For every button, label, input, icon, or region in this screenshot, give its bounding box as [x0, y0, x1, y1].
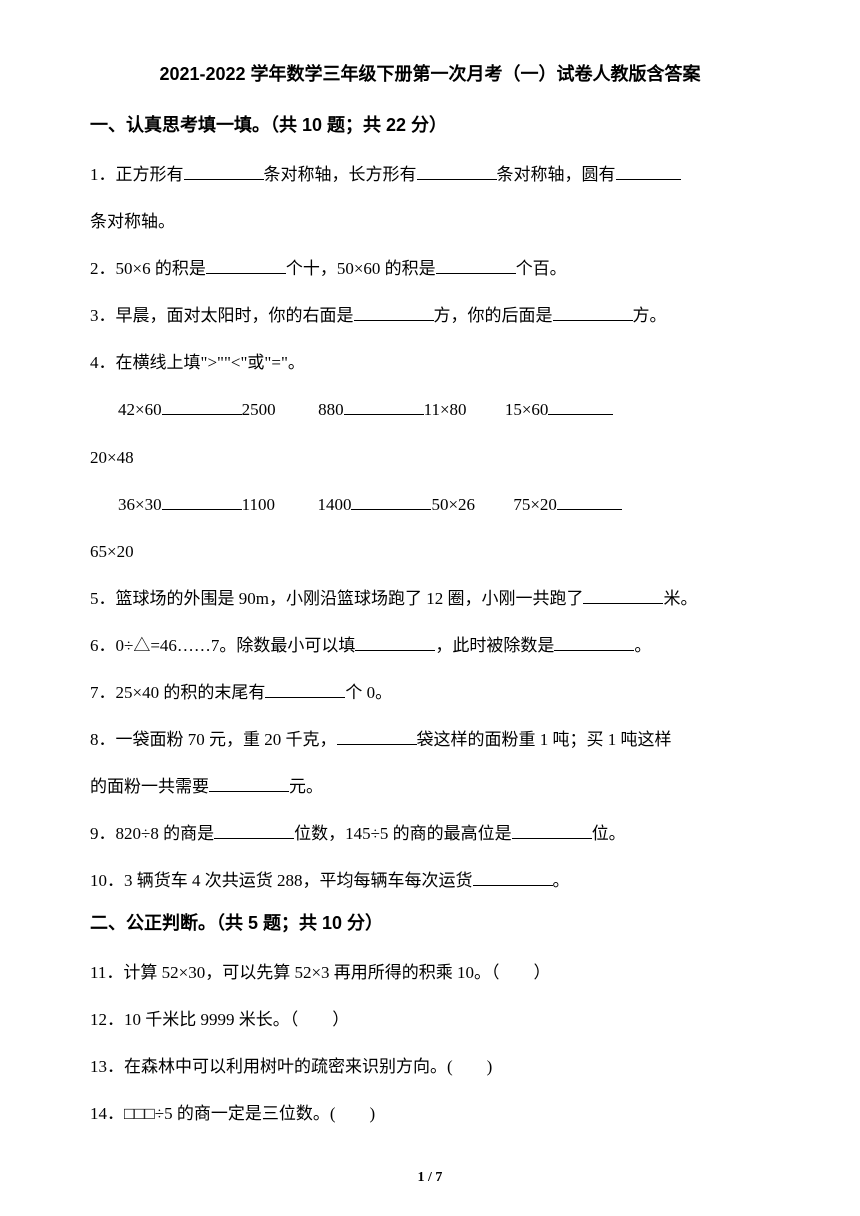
blank	[512, 822, 592, 839]
blank	[417, 163, 497, 180]
q8-text-1: 8．一袋面粉 70 元，重 20 千克，	[90, 730, 337, 749]
q4-r3-c: 1400	[317, 495, 351, 514]
q2-text-2: 个十，50×60 的积是	[286, 259, 436, 278]
question-6: 6．0÷△=46……7。除数最小可以填 ，此时被除数是 。	[90, 626, 770, 665]
q1-text-4: 条对称轴。	[90, 212, 175, 231]
q1-text-1: 1．正方形有	[90, 165, 184, 184]
q8-text-2: 袋这样的面粉重 1 吨；买 1 吨这样	[417, 730, 672, 749]
question-4-header: 4．在横线上填">""<"或"="。	[90, 343, 770, 382]
blank	[206, 257, 286, 274]
q3-text-2: 方，你的后面是	[434, 306, 553, 325]
blank	[162, 493, 242, 510]
question-9: 9．820÷8 的商是 位数，145÷5 的商的最高位是 位。	[90, 814, 770, 853]
q4-r1-d: 11×80	[424, 400, 467, 419]
q6-text-2: ，此时被除数是	[435, 636, 554, 655]
section-2-header: 二、公正判断。（共 5 题；共 10 分）	[90, 909, 770, 935]
blank	[265, 681, 345, 698]
q5-text-2: 米。	[663, 589, 697, 608]
blank	[162, 398, 242, 415]
q10-text-2: 。	[553, 871, 570, 890]
q4-r3-e: 75×20	[513, 495, 557, 514]
q4-r1-e: 15×60	[505, 400, 549, 419]
question-8: 8．一袋面粉 70 元，重 20 千克， 袋这样的面粉重 1 吨；买 1 吨这样	[90, 720, 770, 759]
q4-r3-b: 1100	[242, 495, 275, 514]
q9-text-2: 位数，145÷5 的商的最高位是	[294, 824, 512, 843]
q4-r3-d: 50×26	[431, 495, 475, 514]
exam-title: 2021-2022 学年数学三年级下册第一次月考（一）试卷人教版含答案	[90, 60, 770, 86]
question-11: 11．计算 52×30，可以先算 52×3 再用所得的积乘 10。（ ）	[90, 953, 770, 992]
blank	[351, 493, 431, 510]
q2-text-1: 2．50×6 的积是	[90, 259, 206, 278]
q6-text-1: 6．0÷△=46……7。除数最小可以填	[90, 636, 355, 655]
question-1: 1．正方形有 条对称轴，长方形有 条对称轴，圆有	[90, 155, 770, 194]
blank	[473, 869, 553, 886]
q4-r1-b: 2500	[242, 400, 276, 419]
blank	[554, 634, 634, 651]
q3-text-3: 方。	[633, 306, 667, 325]
blank	[548, 398, 613, 415]
blank	[583, 587, 663, 604]
blank	[557, 493, 622, 510]
question-3: 3．早晨，面对太阳时，你的右面是 方，你的后面是 方。	[90, 296, 770, 335]
question-7: 7．25×40 的积的末尾有 个 0。	[90, 673, 770, 712]
blank	[553, 304, 633, 321]
question-5: 5．篮球场的外围是 90m，小刚沿篮球场跑了 12 圈，小刚一共跑了 米。	[90, 579, 770, 618]
section-1-header: 一、认真思考填一填。（共 10 题；共 22 分）	[90, 111, 770, 137]
question-13: 13．在森林中可以利用树叶的疏密来识别方向。( )	[90, 1047, 770, 1086]
q4-r3-a: 36×30	[118, 495, 162, 514]
question-4-row4: 65×20	[90, 532, 770, 571]
question-4-row1: 42×60 2500 880 11×80 15×60	[90, 390, 770, 429]
page-number: 1 / 7	[0, 1170, 860, 1186]
q8-text-4: 元。	[289, 777, 323, 796]
question-10: 10．3 辆货车 4 次共运货 288，平均每辆车每次运货 。	[90, 861, 770, 900]
q4-r2: 20×48	[90, 448, 134, 467]
q3-text-1: 3．早晨，面对太阳时，你的右面是	[90, 306, 354, 325]
q6-text-3: 。	[634, 636, 651, 655]
q4-r4: 65×20	[90, 542, 134, 561]
blank	[354, 304, 434, 321]
blank	[344, 398, 424, 415]
question-1-cont: 条对称轴。	[90, 202, 770, 241]
q7-text-1: 7．25×40 的积的末尾有	[90, 683, 265, 702]
q1-text-2: 条对称轴，长方形有	[264, 165, 417, 184]
q4-r1-c: 880	[318, 400, 344, 419]
q9-text-1: 9．820÷8 的商是	[90, 824, 214, 843]
q9-text-3: 位。	[592, 824, 626, 843]
q1-text-3: 条对称轴，圆有	[497, 165, 616, 184]
q5-text-1: 5．篮球场的外围是 90m，小刚沿篮球场跑了 12 圈，小刚一共跑了	[90, 589, 583, 608]
question-4-row3: 36×30 1100 1400 50×26 75×20	[90, 485, 770, 524]
question-4-row2: 20×48	[90, 438, 770, 477]
blank	[214, 822, 294, 839]
q2-text-3: 个百。	[516, 259, 567, 278]
question-8-cont: 的面粉一共需要 元。	[90, 767, 770, 806]
q7-text-2: 个 0。	[345, 683, 392, 702]
question-2: 2．50×6 的积是 个十，50×60 的积是 个百。	[90, 249, 770, 288]
blank	[184, 163, 264, 180]
blank	[616, 163, 681, 180]
question-12: 12．10 千米比 9999 米长。（ ）	[90, 1000, 770, 1039]
blank	[436, 257, 516, 274]
blank	[355, 634, 435, 651]
q8-text-3: 的面粉一共需要	[90, 777, 209, 796]
blank	[337, 728, 417, 745]
blank	[209, 775, 289, 792]
q10-text-1: 10．3 辆货车 4 次共运货 288，平均每辆车每次运货	[90, 871, 473, 890]
question-14: 14．□□□÷5 的商一定是三位数。( )	[90, 1094, 770, 1133]
q4-r1-a: 42×60	[118, 400, 162, 419]
